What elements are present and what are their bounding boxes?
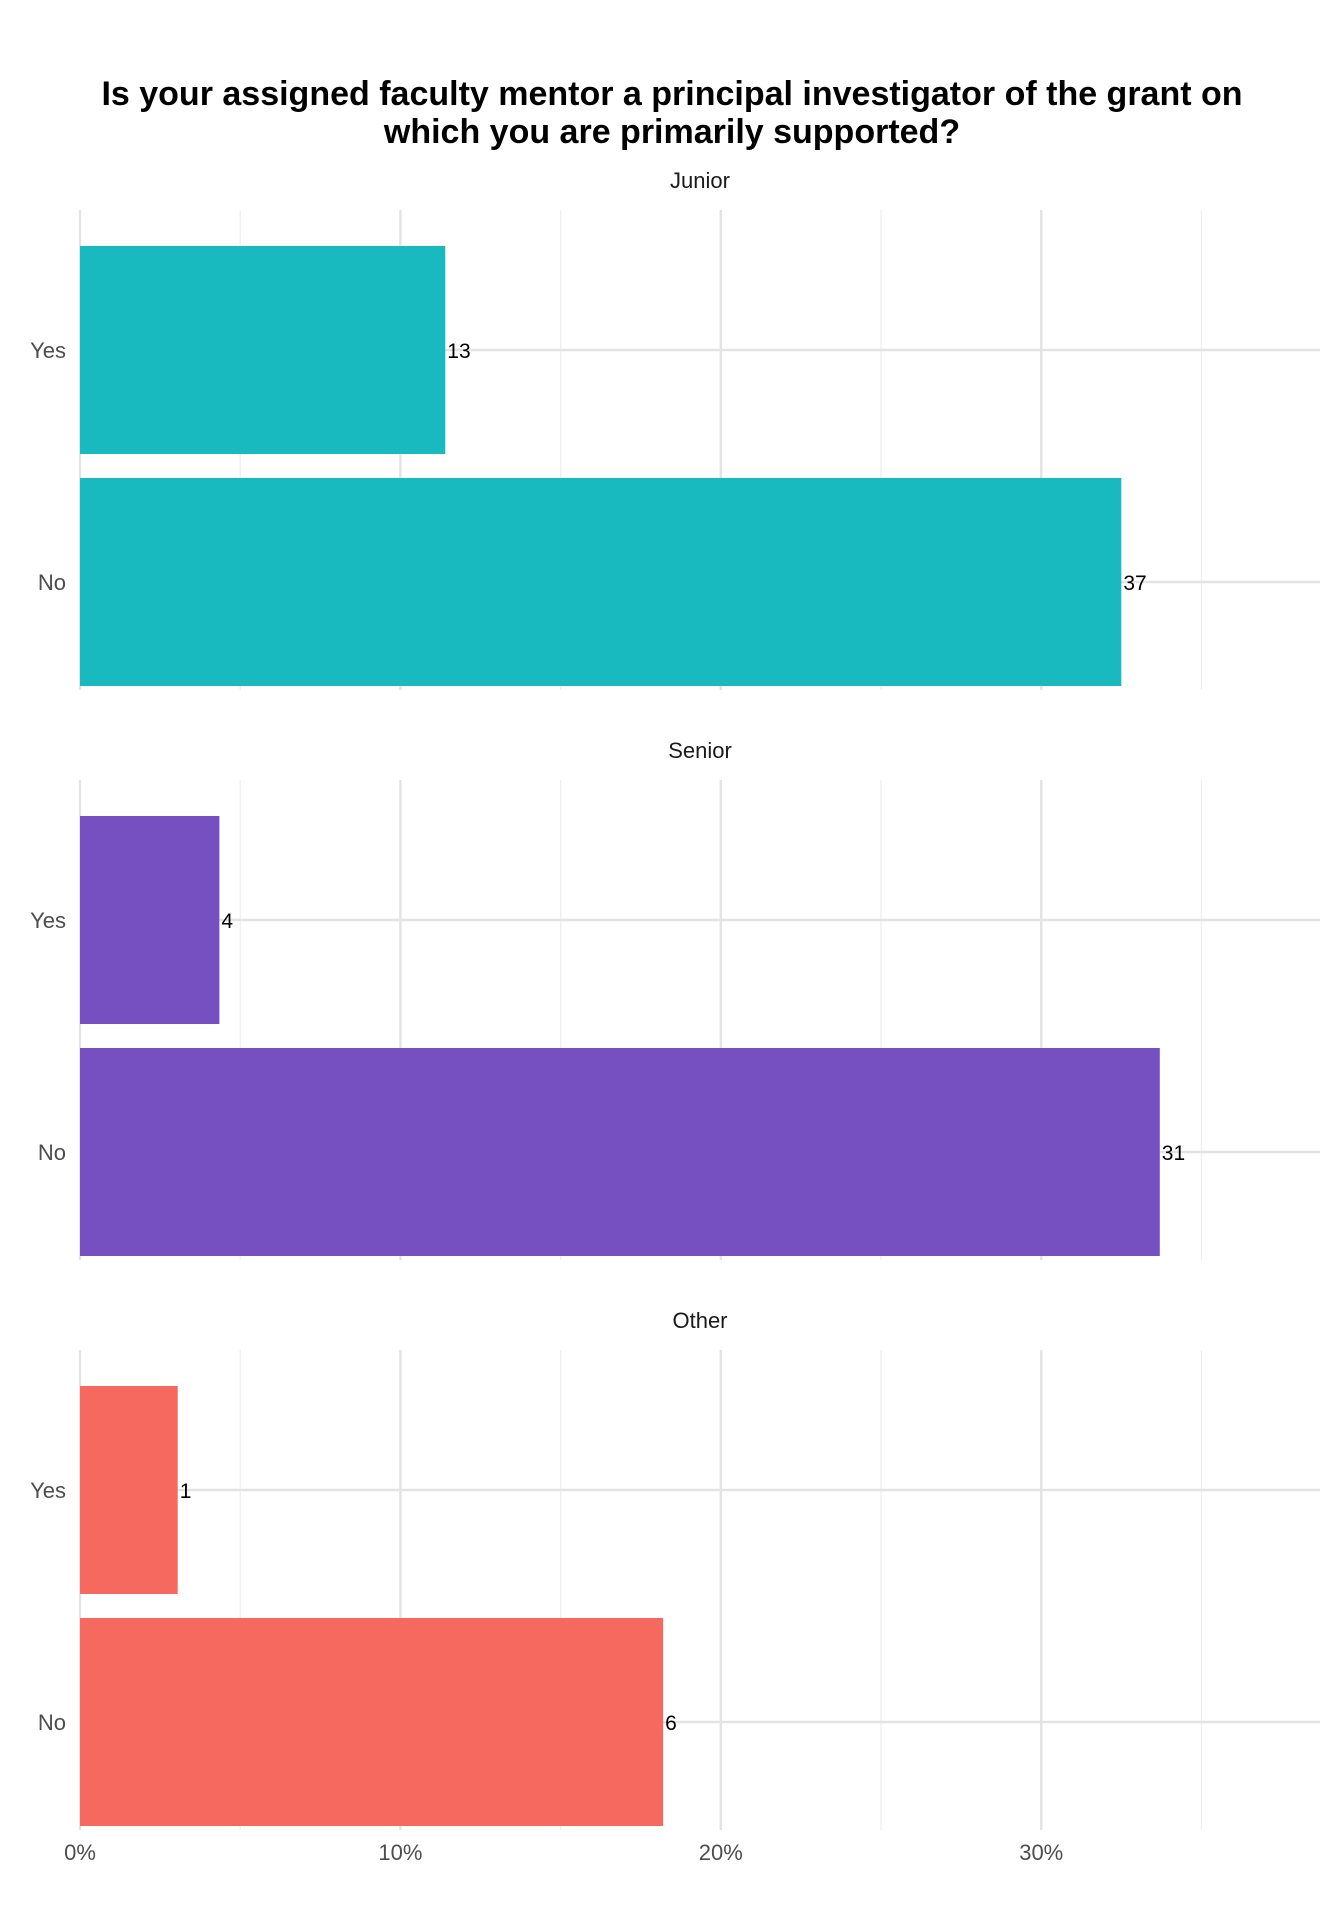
category-label: Yes [30, 908, 66, 933]
x-tick-label: 0% [64, 1840, 96, 1865]
x-axis: 0% 10% 20% 30% [64, 1840, 1063, 1865]
data-label: 1 [180, 1480, 192, 1503]
x-tick-label: 20% [699, 1840, 743, 1865]
data-label: 31 [1162, 1142, 1185, 1165]
data-label: 6 [665, 1712, 677, 1735]
bar-other-no [80, 1618, 664, 1826]
chart-panels: Junior Yes 13 No 37 Senior Yes 4 No 31 Other Yes 1 No… [30, 168, 1320, 1830]
chart-title-line: which you are primarily supported? [383, 113, 960, 151]
category-label: Yes [30, 338, 66, 363]
category-label: No [38, 570, 66, 595]
bar-senior-yes [80, 816, 220, 1024]
x-tick-label: 30% [1019, 1840, 1063, 1865]
category-label: No [38, 1710, 66, 1735]
data-label: 4 [221, 910, 233, 933]
facet-label: Senior [668, 738, 732, 763]
facet-label: Junior [670, 168, 730, 193]
panel-senior: Senior Yes 4 No 31 [30, 738, 1320, 1260]
chart-title: Is your assigned faculty mentor a princi… [101, 75, 1242, 151]
category-label: No [38, 1140, 66, 1165]
bar-junior-no [80, 478, 1122, 686]
bar-junior-yes [80, 246, 446, 454]
chart-title-line: Is your assigned faculty mentor a princi… [101, 75, 1242, 113]
bar-senior-no [80, 1048, 1160, 1256]
bar-other-yes [80, 1386, 178, 1594]
panel-other: Other Yes 1 No 6 [30, 1308, 1320, 1830]
panel-junior: Junior Yes 13 No 37 [30, 168, 1320, 690]
facet-label: Other [672, 1308, 727, 1333]
data-label: 13 [447, 340, 470, 363]
x-tick-label: 10% [378, 1840, 422, 1865]
category-label: Yes [30, 1478, 66, 1503]
data-label: 37 [1123, 572, 1146, 595]
